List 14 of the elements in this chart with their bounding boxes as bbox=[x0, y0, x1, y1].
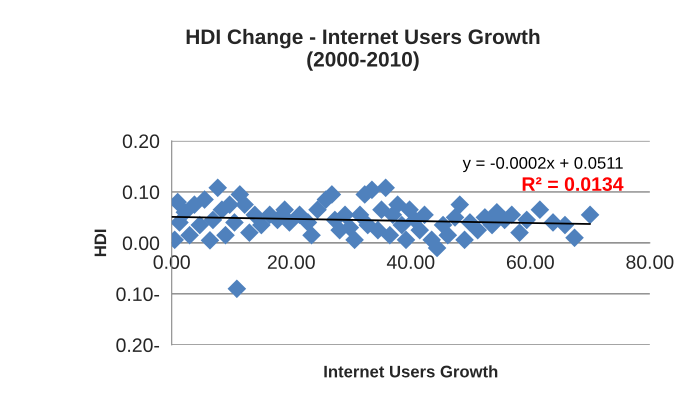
y-tick-label: 0.10 bbox=[122, 185, 160, 200]
x-tick-label: 40.00 bbox=[386, 255, 434, 269]
x-tick-label: 80.00 bbox=[626, 255, 674, 269]
chart-title: HDI Change - Internet Users Growth (2000-2010) bbox=[186, 28, 540, 71]
x-tick-label: 60.00 bbox=[506, 255, 554, 269]
y-tick-label: 0.00 bbox=[122, 236, 160, 250]
y-tick-label: 0.10- bbox=[116, 287, 160, 302]
annotation: R² = 0.0134 bbox=[522, 177, 624, 192]
y-tick-label: 0.20- bbox=[116, 338, 160, 352]
x-tick-label: 20.00 bbox=[268, 255, 315, 269]
annotation: y = -0.0002x + 0.0511 bbox=[462, 157, 623, 172]
y-tick-label: 0.20 bbox=[122, 134, 160, 148]
x-axis-title: Internet Users Growth bbox=[324, 365, 498, 378]
y-axis-title: HDI bbox=[94, 230, 106, 256]
